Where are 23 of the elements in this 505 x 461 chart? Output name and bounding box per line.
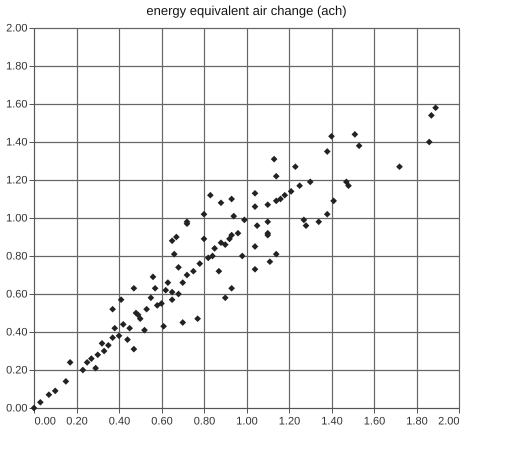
y-tick-label: 0.60 (6, 288, 28, 300)
chart-title: energy equivalent air change (ach) (146, 3, 347, 18)
x-tick-label: 1.40 (321, 416, 343, 428)
y-tick-label: 1.80 (6, 60, 28, 72)
y-tick-label: 0.00 (6, 402, 28, 414)
x-tick-label: 0.60 (151, 416, 173, 428)
x-tick-label: 0.80 (194, 416, 216, 428)
x-tick-label: 0.40 (108, 416, 130, 428)
y-tick-label: 0.40 (6, 326, 28, 338)
x-tick-label: 0.00 (34, 416, 56, 428)
x-tick-label: 1.20 (278, 416, 300, 428)
x-tick-label: 1.80 (406, 416, 428, 428)
x-tick-label: 2.00 (438, 416, 460, 428)
x-tick-label: 1.00 (236, 416, 258, 428)
y-tick-label: 2.00 (6, 22, 28, 34)
y-tick-label: 1.60 (6, 98, 28, 110)
y-tick-label: 1.40 (6, 136, 28, 148)
y-tick-label: 0.80 (6, 250, 28, 262)
y-tick-label: 1.00 (6, 212, 28, 224)
y-tick-label: 0.20 (6, 364, 28, 376)
y-tick-label: 1.20 (6, 174, 28, 186)
x-tick-label: 0.20 (66, 416, 88, 428)
x-tick-label: 1.60 (364, 416, 386, 428)
